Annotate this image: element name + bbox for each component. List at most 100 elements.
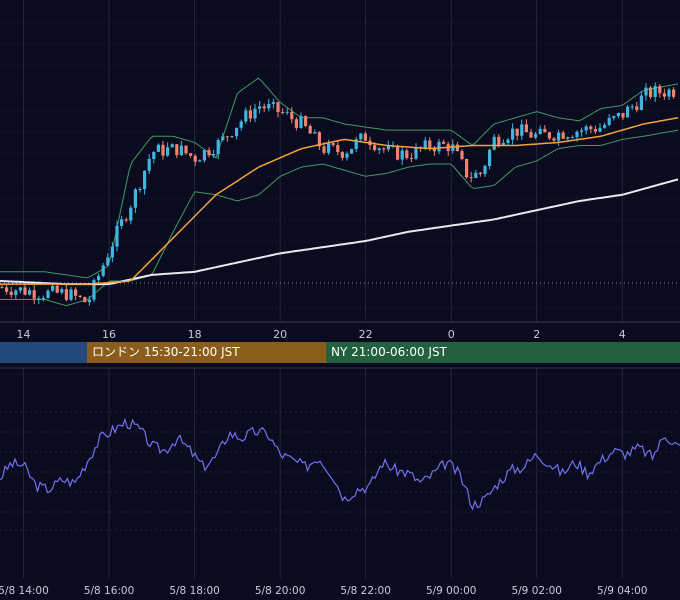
candle-body bbox=[110, 246, 114, 258]
candle-body bbox=[520, 124, 524, 136]
candle-body bbox=[580, 130, 584, 132]
candle-body bbox=[635, 106, 639, 110]
candle-body bbox=[101, 265, 105, 276]
candle-body bbox=[630, 106, 634, 108]
candle-body bbox=[626, 106, 630, 118]
candle-body bbox=[566, 137, 570, 139]
candle-body bbox=[51, 285, 55, 291]
candle-body bbox=[373, 145, 377, 150]
candle-body bbox=[354, 139, 358, 150]
candle-body bbox=[478, 172, 482, 174]
candle-body bbox=[386, 145, 390, 150]
candle-body bbox=[644, 87, 648, 96]
candle-body bbox=[469, 177, 473, 179]
candle-body bbox=[543, 128, 547, 133]
candle-body bbox=[340, 152, 344, 158]
candle-body bbox=[570, 137, 574, 139]
candle-body bbox=[239, 121, 243, 128]
oscillator-line bbox=[0, 417, 680, 511]
candle-body bbox=[317, 132, 321, 147]
candle-body bbox=[23, 287, 27, 295]
top-tick-label: 18 bbox=[188, 328, 202, 341]
bollinger-lower bbox=[0, 129, 679, 307]
candle-body bbox=[488, 149, 492, 166]
candle-body bbox=[28, 290, 32, 295]
candle-body bbox=[515, 128, 519, 136]
candle-body bbox=[230, 136, 234, 138]
candle-body bbox=[331, 143, 335, 145]
candle-body bbox=[281, 111, 285, 113]
candle-body bbox=[212, 154, 216, 156]
candle-body bbox=[32, 290, 36, 299]
candle-body bbox=[524, 124, 528, 133]
candle-body bbox=[616, 112, 620, 117]
ma-slow-line bbox=[0, 178, 679, 286]
candle-body bbox=[658, 86, 662, 94]
session-label-london: ロンドン 15:30-21:00 JST bbox=[92, 345, 240, 359]
candle-body bbox=[598, 127, 602, 132]
candle-body bbox=[612, 116, 616, 118]
candle-body bbox=[235, 127, 239, 137]
candle-body bbox=[442, 141, 446, 144]
candle-body bbox=[92, 280, 96, 300]
candle-body bbox=[170, 144, 174, 148]
candle-body bbox=[492, 136, 496, 150]
candle-body bbox=[405, 150, 409, 158]
session-label-ny: NY 21:00-06:00 JST bbox=[331, 345, 447, 359]
candle-body bbox=[202, 150, 206, 161]
candle-body bbox=[593, 129, 597, 132]
candle-body bbox=[276, 102, 280, 112]
candle-body bbox=[124, 219, 128, 221]
candle-body bbox=[60, 289, 64, 293]
candle-body bbox=[662, 93, 666, 97]
candle-body bbox=[258, 106, 262, 109]
candle-body bbox=[327, 143, 331, 153]
candle-body bbox=[437, 141, 441, 152]
top-tick-label: 16 bbox=[102, 328, 116, 341]
candle-body bbox=[672, 89, 676, 97]
candle-body bbox=[262, 106, 266, 109]
bottom-tick-label: 5/9 02:00 bbox=[511, 585, 562, 597]
top-tick-label: 22 bbox=[359, 328, 373, 341]
candle-body bbox=[138, 189, 142, 191]
candle-body bbox=[179, 145, 183, 156]
candle-body bbox=[129, 207, 133, 221]
candle-body bbox=[294, 119, 298, 128]
candle-body bbox=[552, 138, 556, 141]
candle-body bbox=[345, 153, 349, 158]
candle-body bbox=[396, 145, 400, 160]
candle-body bbox=[621, 112, 625, 118]
candle-body bbox=[299, 116, 303, 128]
candle-body bbox=[304, 116, 308, 126]
candle-body bbox=[55, 285, 59, 293]
candle-body bbox=[474, 172, 478, 178]
candle-body bbox=[547, 132, 551, 139]
candle-body bbox=[308, 125, 312, 134]
candle-body bbox=[428, 140, 432, 149]
candle-body bbox=[189, 153, 193, 156]
session-band-tokyo bbox=[0, 342, 87, 363]
candle-body bbox=[423, 140, 427, 149]
candle-body bbox=[133, 189, 137, 208]
top-tick-label: 0 bbox=[448, 328, 455, 341]
top-tick-label: 20 bbox=[273, 328, 287, 341]
candle-body bbox=[667, 89, 671, 97]
candle-body bbox=[511, 128, 515, 140]
candle-body bbox=[78, 295, 82, 298]
moving-averages bbox=[0, 117, 679, 286]
candle-body bbox=[184, 145, 188, 154]
candle-body bbox=[216, 139, 220, 155]
candle-body bbox=[143, 170, 147, 190]
candle-body bbox=[9, 291, 13, 295]
ma-fast-line bbox=[0, 117, 679, 285]
candle-body bbox=[253, 108, 257, 119]
candle-body bbox=[290, 111, 294, 120]
candle-body bbox=[97, 275, 101, 281]
candle-body bbox=[451, 144, 455, 152]
candle-body bbox=[207, 150, 211, 156]
candle-body bbox=[432, 148, 436, 152]
bottom-tick-label: 5/8 20:00 bbox=[255, 585, 306, 597]
candle-body bbox=[115, 225, 119, 247]
candle-body bbox=[221, 136, 225, 140]
